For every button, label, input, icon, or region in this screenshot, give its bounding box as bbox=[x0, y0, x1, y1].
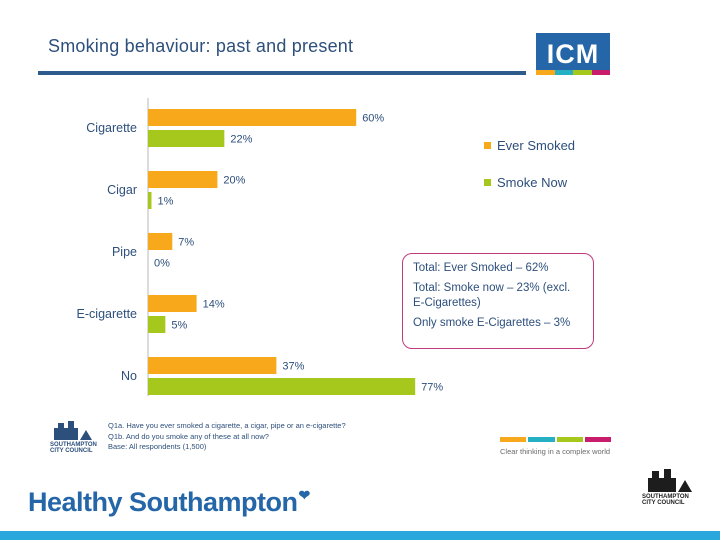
callout-smoke-now: Total: Smoke now – 23% (excl. E-Cigarett… bbox=[413, 281, 571, 309]
legend-label-smoke-now: Smoke Now bbox=[497, 175, 568, 190]
data-label: 0% bbox=[154, 258, 170, 270]
tagline-strip-segment bbox=[556, 437, 583, 442]
brand-name: Healthy Southampton❤ bbox=[28, 487, 310, 518]
bar-ever-smoked bbox=[148, 233, 173, 250]
bar-ever-smoked bbox=[148, 357, 277, 374]
footnote-q1b: Q1b. And do you smoke any of these at al… bbox=[108, 431, 269, 441]
data-label: 7% bbox=[178, 237, 194, 249]
bar-smoke-now bbox=[148, 130, 225, 147]
data-label: 5% bbox=[171, 320, 187, 332]
callout-ever-smoked: Total: Ever Smoked – 62% bbox=[413, 262, 549, 274]
bar-smoke-now bbox=[148, 192, 152, 209]
data-label: 1% bbox=[157, 196, 173, 208]
summary-callout: Total: Ever Smoked – 62% Total: Smoke no… bbox=[402, 253, 594, 349]
crest-big: SOUTHAMPTON CITY COUNCIL bbox=[642, 468, 698, 506]
footnotes: Q1a. Have you ever smoked a cigarette, a… bbox=[108, 421, 346, 453]
data-label: 37% bbox=[282, 361, 304, 373]
bar-smoke-now bbox=[148, 316, 166, 333]
legend-swatch-ever-smoked bbox=[484, 142, 491, 149]
callout-ecig-only: Only smoke E-Cigarettes – 3% bbox=[413, 316, 571, 329]
logo-strip-segment bbox=[591, 70, 610, 75]
brand-text: Healthy Southampton bbox=[28, 487, 298, 517]
data-label: 60% bbox=[362, 113, 384, 125]
logo-strip-segment bbox=[536, 70, 555, 75]
crest-small: SOUTHAMPTON CITY COUNCIL bbox=[50, 420, 102, 454]
icm-logo: ICM bbox=[536, 33, 610, 75]
logo-strip-segment bbox=[554, 70, 573, 75]
council-crest-icon-large bbox=[648, 469, 692, 492]
tagline: Clear thinking in a complex world bbox=[500, 447, 611, 456]
footnote-base: Base: All respondents (1,500) bbox=[108, 442, 207, 451]
bar-ever-smoked bbox=[148, 171, 218, 188]
council-crest-icon bbox=[54, 421, 92, 440]
legend-ever-smoked: Ever Smoked bbox=[484, 138, 575, 153]
legend-smoke-now: Smoke Now bbox=[484, 175, 567, 190]
category-label: No bbox=[121, 369, 137, 383]
data-label: 14% bbox=[203, 299, 225, 311]
heart-icon: ❤ bbox=[298, 487, 311, 503]
category-label: Pipe bbox=[112, 245, 137, 259]
bar-ever-smoked bbox=[148, 295, 197, 312]
title-rule bbox=[38, 71, 526, 75]
bar-ever-smoked bbox=[148, 109, 357, 126]
icm-logo-strip bbox=[536, 70, 610, 75]
logo-strip-segment bbox=[573, 70, 592, 75]
data-label: 77% bbox=[421, 382, 443, 394]
data-label: 20% bbox=[223, 175, 245, 187]
council-name-big: SOUTHAMPTON CITY COUNCIL bbox=[642, 494, 689, 506]
tagline-strip bbox=[500, 437, 611, 442]
council-name-small: SOUTHAMPTON CITY COUNCIL bbox=[50, 442, 97, 454]
category-label: E-cigarette bbox=[77, 307, 137, 321]
data-label: 22% bbox=[230, 134, 252, 146]
legend-label-ever-smoked: Ever Smoked bbox=[497, 138, 576, 153]
slide-title: Smoking behaviour: past and present bbox=[48, 36, 354, 56]
footnote-q1a: Q1a. Have you ever smoked a cigarette, a… bbox=[108, 421, 346, 430]
category-label: Cigarette bbox=[86, 121, 137, 135]
tagline-strip-segment bbox=[528, 437, 555, 442]
bar-smoke-now bbox=[148, 378, 416, 395]
tagline-strip-segment bbox=[500, 437, 527, 442]
icm-logo-text: ICM bbox=[546, 38, 600, 69]
tagline-strip-segment bbox=[584, 437, 611, 442]
bar-chart: Cigarette 60% 22% Cigar 20% 1% Pipe 7% 0% E-cigar… bbox=[77, 98, 443, 396]
legend-swatch-smoke-now bbox=[484, 179, 491, 186]
footer-bar bbox=[0, 531, 720, 540]
category-label: Cigar bbox=[107, 183, 137, 197]
